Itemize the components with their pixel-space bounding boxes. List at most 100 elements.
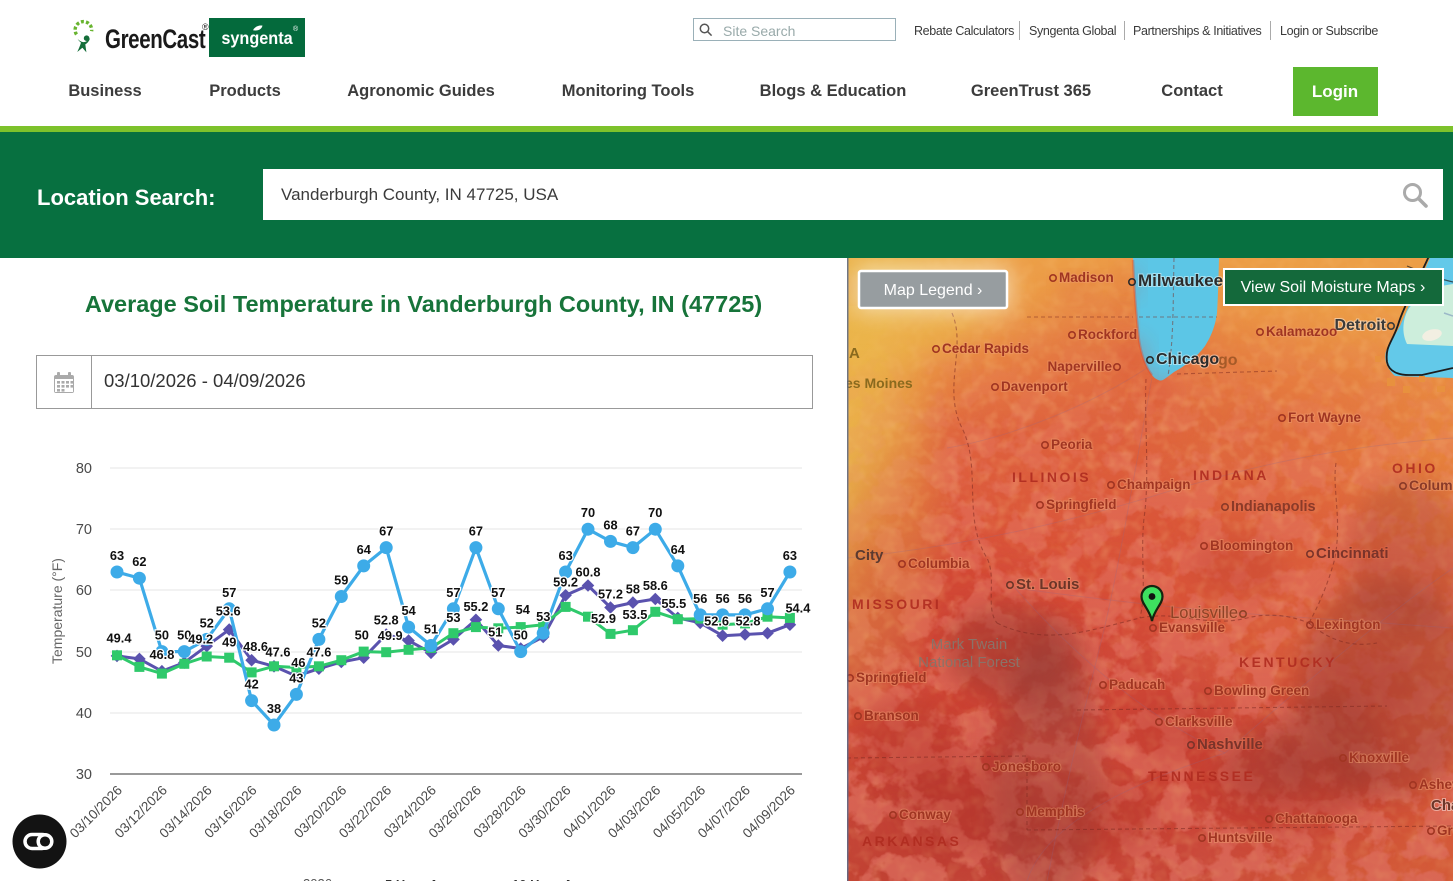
svg-text:49.4: 49.4: [107, 630, 133, 645]
svg-text:Columbia: Columbia: [908, 556, 970, 571]
svg-text:64: 64: [671, 542, 686, 557]
svg-text:56: 56: [693, 591, 707, 606]
svg-text:64: 64: [357, 542, 372, 557]
svg-text:®: ®: [202, 22, 209, 32]
svg-text:59: 59: [334, 573, 348, 588]
svg-text:GreenCast: GreenCast: [105, 24, 206, 54]
svg-text:Ashev: Ashev: [1419, 777, 1453, 792]
svg-text:52.6: 52.6: [704, 614, 729, 629]
svg-text:40: 40: [76, 706, 92, 722]
svg-text:47.6: 47.6: [266, 644, 291, 659]
svg-text:Lexington: Lexington: [1316, 617, 1381, 632]
svg-text:Madison: Madison: [1059, 270, 1114, 285]
svg-text:60.8: 60.8: [576, 565, 601, 580]
svg-text:47.6: 47.6: [306, 644, 331, 659]
svg-text:52.8: 52.8: [736, 614, 761, 629]
svg-text:58.6: 58.6: [643, 578, 668, 593]
svg-text:57: 57: [222, 585, 236, 600]
svg-text:Huntsville: Huntsville: [1208, 830, 1273, 845]
svg-text:Cincinnati: Cincinnati: [1316, 545, 1389, 562]
svg-text:Springfield: Springfield: [1046, 497, 1117, 512]
svg-text:Springfield: Springfield: [856, 670, 927, 685]
svg-text:Chattanooga: Chattanooga: [1275, 811, 1358, 826]
svg-text:Cedar Rapids: Cedar Rapids: [942, 341, 1029, 356]
svg-text:Columb: Columb: [1409, 477, 1453, 493]
svg-text:Fort Wayne: Fort Wayne: [1288, 410, 1361, 425]
svg-text:Kalamazoo: Kalamazoo: [1266, 324, 1337, 339]
svg-text:50: 50: [355, 628, 369, 643]
svg-text:ILLINOIS: ILLINOIS: [1012, 469, 1091, 485]
svg-text:68: 68: [603, 517, 617, 532]
svg-text:70: 70: [76, 522, 92, 538]
svg-text:OHIO: OHIO: [1392, 460, 1438, 476]
svg-text:10 Hour Average: 10 Hour Average: [512, 877, 614, 881]
svg-text:Knoxville: Knoxville: [1349, 750, 1410, 765]
svg-text:Cha: Cha: [1431, 797, 1453, 814]
svg-text:56: 56: [715, 591, 729, 606]
svg-text:Mark Twain: Mark Twain: [931, 636, 1007, 653]
svg-text:51: 51: [488, 625, 502, 640]
svg-text:56: 56: [738, 591, 752, 606]
svg-text:62: 62: [132, 554, 146, 569]
svg-text:50: 50: [155, 628, 169, 643]
svg-text:Nashville: Nashville: [1197, 736, 1263, 753]
svg-text:KENTUCKY: KENTUCKY: [1239, 654, 1337, 670]
svg-text:63: 63: [558, 548, 572, 563]
svg-text:Bloomington: Bloomington: [1210, 538, 1293, 553]
svg-text:52.9: 52.9: [591, 611, 616, 626]
svg-text:59.2: 59.2: [553, 574, 578, 589]
svg-text:View Soil Moisture Maps ›: View Soil Moisture Maps ›: [1241, 279, 1426, 296]
svg-text:55.5: 55.5: [661, 596, 686, 611]
svg-text:Davenport: Davenport: [1001, 379, 1068, 394]
svg-text:es Moines: es Moines: [847, 375, 913, 391]
svg-text:52: 52: [200, 615, 214, 630]
svg-text:Indianapolis: Indianapolis: [1231, 499, 1316, 515]
svg-text:54.4: 54.4: [785, 601, 811, 616]
svg-text:Detroit: Detroit: [1334, 317, 1386, 334]
svg-text:57: 57: [760, 585, 774, 600]
svg-text:St. Louis: St. Louis: [1016, 576, 1079, 593]
svg-text:Chicago: Chicago: [1156, 351, 1219, 368]
svg-text:Milwaukee: Milwaukee: [1138, 271, 1223, 290]
svg-text:67: 67: [379, 524, 393, 539]
svg-text:Evansville: Evansville: [1159, 620, 1226, 635]
svg-text:53.6: 53.6: [216, 604, 241, 619]
svg-text:50: 50: [76, 645, 92, 661]
svg-text:67: 67: [626, 524, 640, 539]
svg-text:Memphis: Memphis: [1026, 804, 1085, 819]
svg-text:50: 50: [514, 628, 528, 643]
svg-text:Jonesboro: Jonesboro: [992, 759, 1061, 774]
svg-text:®: ®: [293, 25, 299, 33]
svg-text:57.2: 57.2: [598, 587, 623, 602]
svg-text:54: 54: [401, 603, 416, 618]
svg-text:Rockford: Rockford: [1078, 327, 1137, 342]
svg-text:Gree: Gree: [1437, 823, 1453, 838]
svg-text:63: 63: [110, 548, 124, 563]
svg-text:49.9: 49.9: [378, 628, 403, 643]
svg-text:49.2: 49.2: [188, 632, 213, 647]
svg-text:National Forest: National Forest: [918, 654, 1021, 671]
svg-text:City: City: [855, 547, 884, 564]
svg-text:5 Hour Average: 5 Hour Average: [385, 877, 480, 881]
svg-text:58: 58: [626, 582, 640, 597]
svg-text:ARKANSAS: ARKANSAS: [862, 833, 961, 849]
svg-text:55.2: 55.2: [463, 599, 488, 614]
svg-text:Temperature (°F): Temperature (°F): [49, 558, 65, 664]
svg-text:52: 52: [312, 615, 326, 630]
svg-text:63: 63: [783, 548, 797, 563]
svg-text:53: 53: [536, 609, 550, 624]
svg-text:46.8: 46.8: [149, 647, 174, 662]
svg-text:60: 60: [76, 583, 92, 599]
svg-text:MISSOURI: MISSOURI: [852, 596, 941, 612]
svg-text:Peoria: Peoria: [1051, 437, 1093, 452]
svg-text:go: go: [1218, 352, 1238, 369]
svg-text:70: 70: [648, 505, 662, 520]
svg-text:52.8: 52.8: [374, 613, 399, 628]
svg-text:Bowling Green: Bowling Green: [1214, 683, 1309, 698]
svg-text:70: 70: [581, 505, 595, 520]
svg-text:43: 43: [289, 670, 303, 685]
svg-text:53.5: 53.5: [622, 607, 647, 622]
svg-text:Champaign: Champaign: [1117, 477, 1191, 492]
svg-text:46: 46: [291, 655, 305, 670]
svg-text:Conway: Conway: [899, 807, 951, 822]
